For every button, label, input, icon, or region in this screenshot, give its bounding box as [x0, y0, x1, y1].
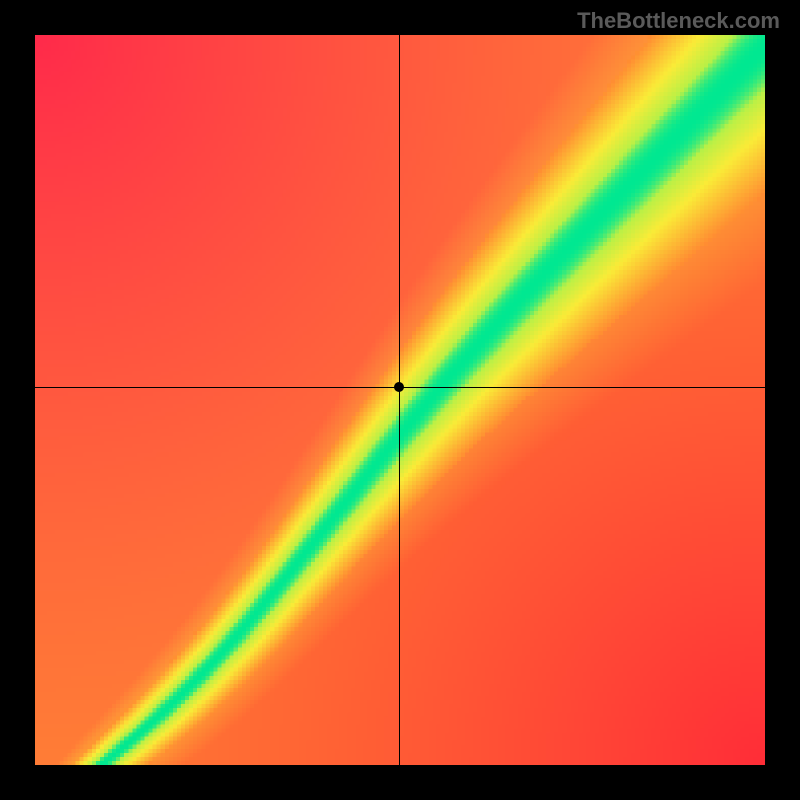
watermark-label: TheBottleneck.com [577, 8, 780, 34]
chart-frame: TheBottleneck.com [0, 0, 800, 800]
selection-marker [394, 382, 404, 392]
heatmap-plot [35, 35, 765, 765]
crosshair-vertical [399, 35, 400, 765]
heatmap-canvas [35, 35, 765, 765]
